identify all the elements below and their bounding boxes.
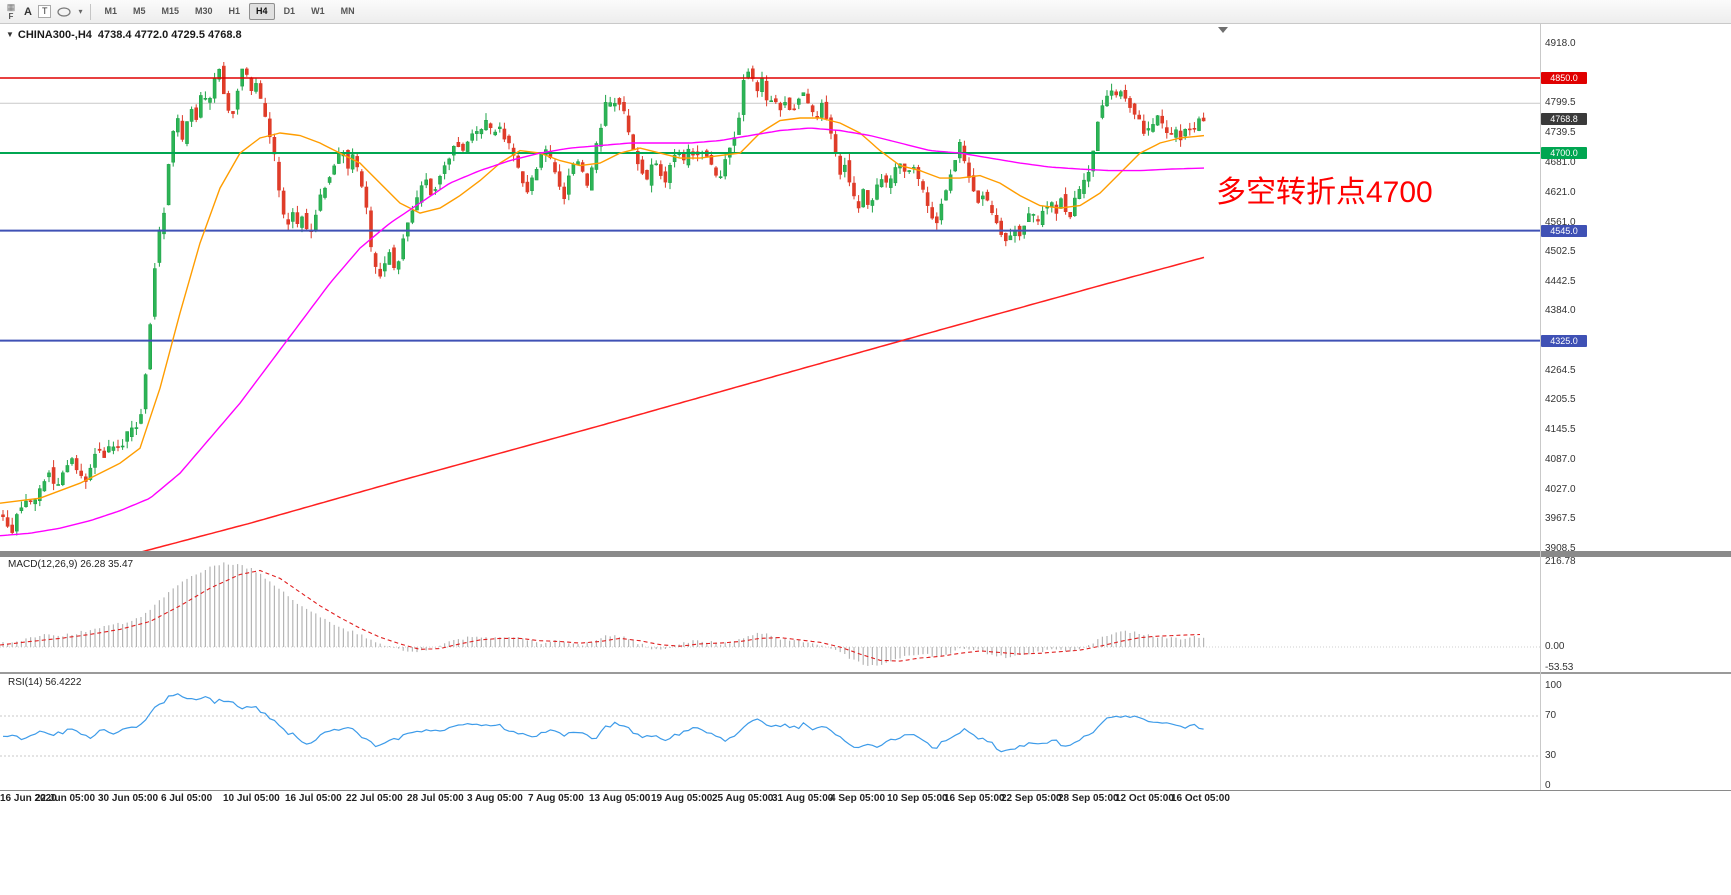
panel-separator-macd-rsi[interactable] bbox=[0, 672, 1731, 674]
timeframe-button-M5[interactable]: M5 bbox=[132, 6, 146, 16]
ma-slow-red[interactable] bbox=[139, 256, 1205, 554]
dropdown-caret-icon[interactable]: ▾ bbox=[78, 7, 83, 16]
timeframe-button-H4[interactable]: H4 bbox=[249, 3, 275, 20]
ma-fast-orange[interactable] bbox=[0, 117, 1205, 504]
candles[interactable] bbox=[1, 62, 1206, 536]
top-toolbar: ▦ F A T ▾ M1 M5 M15 M30 H1 H4 D1 W1 MN bbox=[0, 0, 1731, 24]
chart-shift-marker[interactable] bbox=[1218, 27, 1228, 33]
timeframe-button-M1[interactable]: M1 bbox=[104, 6, 117, 16]
timeframe-button-M15[interactable]: M15 bbox=[161, 6, 180, 16]
timeframe-group: M1 M5 M15 M30 H1 H4 D1 W1 MN bbox=[97, 3, 361, 20]
text-label-tool-icon[interactable]: T bbox=[37, 5, 52, 18]
font-tool-icon[interactable]: A bbox=[24, 5, 32, 18]
macd-histogram bbox=[2, 562, 1205, 666]
toolbar-separator bbox=[90, 3, 92, 20]
f-tab-label: F bbox=[8, 11, 14, 21]
toolbar-handle: ▦ F bbox=[3, 1, 19, 23]
timeframe-button-D1[interactable]: D1 bbox=[283, 6, 296, 16]
rsi-line bbox=[2, 693, 1204, 753]
timeframe-button-M30[interactable]: M30 bbox=[195, 6, 213, 16]
ma-mid-magenta[interactable] bbox=[0, 127, 1205, 537]
timeframe-button-H1[interactable]: H1 bbox=[228, 6, 241, 16]
shapes-tool-icon[interactable] bbox=[53, 5, 75, 19]
chart-grid-icon[interactable]: ▦ bbox=[6, 1, 16, 12]
panel-separator-main-macd[interactable] bbox=[0, 551, 1731, 557]
time-axis-line bbox=[0, 790, 1731, 791]
timeframe-button-MN[interactable]: MN bbox=[340, 6, 355, 16]
timeframe-button-W1[interactable]: W1 bbox=[311, 6, 325, 16]
